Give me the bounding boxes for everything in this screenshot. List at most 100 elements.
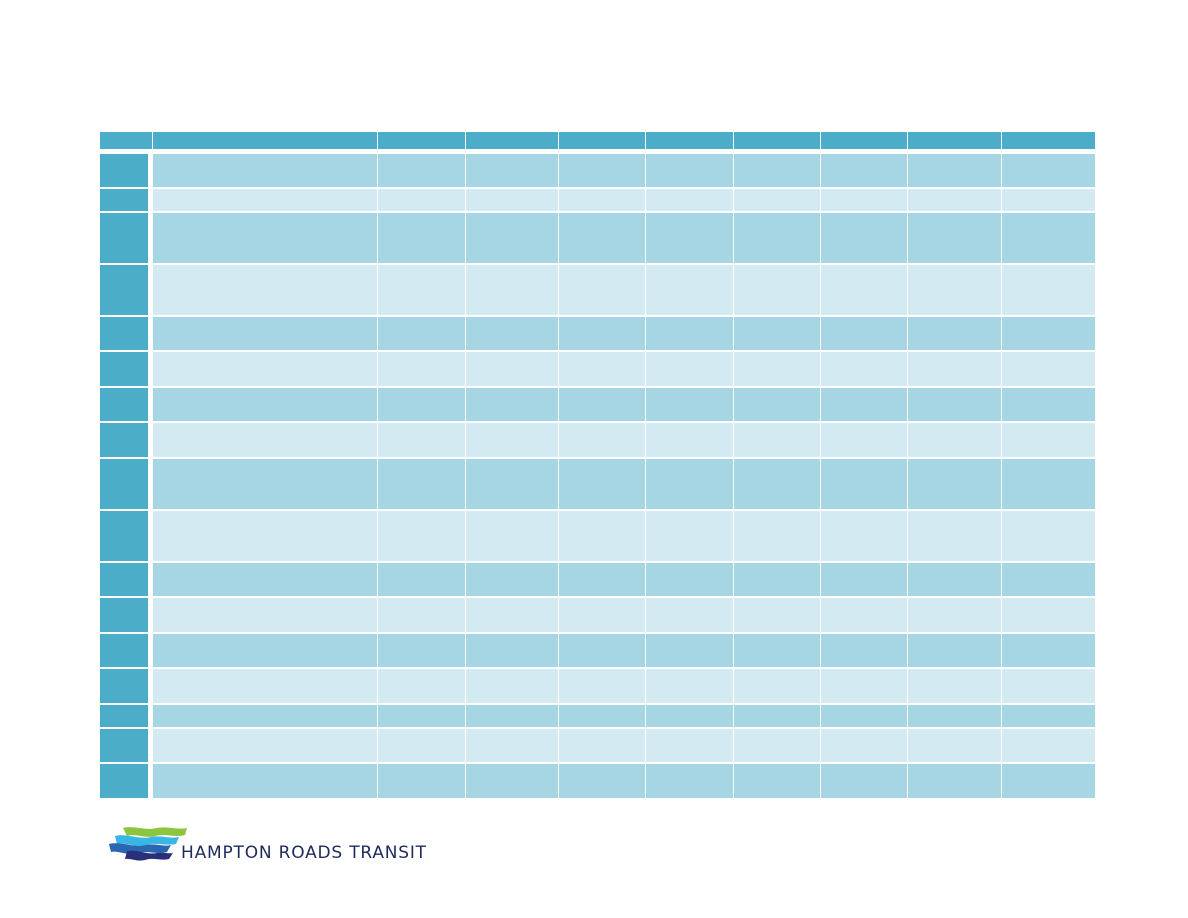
- table-header-row: [100, 132, 1095, 154]
- table-cell: [646, 154, 734, 189]
- table-cell: [646, 669, 734, 705]
- row-stub-cell: [100, 634, 153, 669]
- table-cell: [908, 317, 1002, 352]
- table-cell: [908, 705, 1002, 729]
- table-cell: [646, 423, 734, 459]
- table-cell: [378, 154, 466, 189]
- green-wave-icon: [123, 827, 187, 837]
- table-row: [100, 154, 1095, 189]
- table-row: [100, 459, 1095, 511]
- table-row: [100, 634, 1095, 669]
- table-cell: [821, 764, 908, 798]
- table-cell: [821, 511, 908, 563]
- table-cell: [908, 189, 1002, 213]
- table-cell: [821, 352, 908, 388]
- table-cell: [821, 563, 908, 598]
- table-cell: [378, 705, 466, 729]
- row-stub-cell: [100, 352, 153, 388]
- logo-wordmark: HAMPTON ROADS TRANSIT: [181, 843, 427, 863]
- row-stub-cell: [100, 705, 153, 729]
- table-cell: [734, 154, 821, 189]
- row-stub-cell: [100, 388, 153, 423]
- table-cell: [559, 705, 646, 729]
- table-cell: [153, 764, 378, 798]
- table-cell: [821, 598, 908, 634]
- table-row: [100, 265, 1095, 317]
- header-cell: [646, 132, 734, 154]
- table-cell: [466, 189, 559, 213]
- table-cell: [153, 729, 378, 764]
- table-cell: [378, 189, 466, 213]
- table-cell: [908, 352, 1002, 388]
- table-cell: [646, 705, 734, 729]
- table-cell: [1002, 459, 1095, 511]
- table-cell: [908, 265, 1002, 317]
- table-cell: [821, 423, 908, 459]
- row-stub-cell: [100, 423, 153, 459]
- row-stub-cell: [100, 154, 153, 189]
- table-cell: [646, 388, 734, 423]
- table-row: [100, 388, 1095, 423]
- row-stub-cell: [100, 764, 153, 798]
- table-cell: [559, 265, 646, 317]
- table-cell: [466, 388, 559, 423]
- table-cell: [559, 729, 646, 764]
- table-cell: [646, 764, 734, 798]
- table-cell: [153, 189, 378, 213]
- table-row: [100, 705, 1095, 729]
- table-cell: [559, 634, 646, 669]
- table-cell: [378, 669, 466, 705]
- table-cell: [908, 669, 1002, 705]
- table-cell: [1002, 317, 1095, 352]
- table-cell: [821, 154, 908, 189]
- table-cell: [466, 317, 559, 352]
- table-cell: [153, 669, 378, 705]
- table-cell: [734, 563, 821, 598]
- table-cell: [646, 511, 734, 563]
- table-cell: [559, 563, 646, 598]
- table-cell: [908, 511, 1002, 563]
- light-blue-wave-icon: [115, 835, 179, 846]
- table-cell: [1002, 352, 1095, 388]
- table-cell: [466, 729, 559, 764]
- table-cell: [559, 598, 646, 634]
- table-cell: [734, 213, 821, 265]
- table-cell: [646, 459, 734, 511]
- table-cell: [908, 634, 1002, 669]
- table-cell: [153, 265, 378, 317]
- table-cell: [559, 189, 646, 213]
- table-cell: [646, 317, 734, 352]
- table-cell: [466, 352, 559, 388]
- table-cell: [378, 459, 466, 511]
- row-stub-cell: [100, 669, 153, 705]
- table-cell: [466, 764, 559, 798]
- table-cell: [153, 352, 378, 388]
- table-cell: [153, 705, 378, 729]
- table-cell: [908, 459, 1002, 511]
- table-cell: [559, 459, 646, 511]
- header-cell: [559, 132, 646, 154]
- table-cell: [559, 423, 646, 459]
- table-cell: [378, 598, 466, 634]
- table-cell: [821, 189, 908, 213]
- table-cell: [153, 511, 378, 563]
- table-cell: [734, 511, 821, 563]
- header-cell: [100, 132, 153, 154]
- table-cell: [646, 634, 734, 669]
- table-cell: [466, 265, 559, 317]
- table-row: [100, 563, 1095, 598]
- table-cell: [466, 669, 559, 705]
- table-cell: [559, 764, 646, 798]
- table-row: [100, 764, 1095, 798]
- table-cell: [559, 352, 646, 388]
- table-cell: [153, 154, 378, 189]
- table-cell: [559, 154, 646, 189]
- table-cell: [734, 764, 821, 798]
- table-cell: [378, 511, 466, 563]
- table-row: [100, 669, 1095, 705]
- navy-wave-icon: [125, 850, 173, 861]
- table-cell: [559, 669, 646, 705]
- table-cell: [466, 705, 559, 729]
- table-cell: [1002, 423, 1095, 459]
- table-row: [100, 423, 1095, 459]
